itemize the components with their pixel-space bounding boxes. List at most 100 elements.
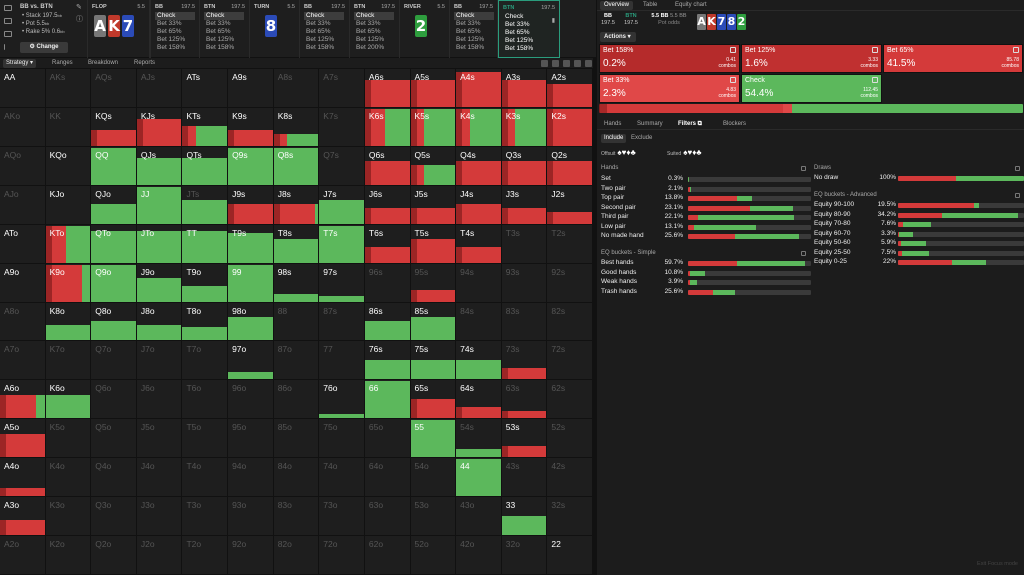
hand-cell[interactable]: 94o bbox=[228, 458, 274, 498]
action-option[interactable]: Bet 33% bbox=[356, 20, 381, 27]
actions-dropdown[interactable]: Actions ▾ bbox=[600, 32, 636, 42]
hand-cell[interactable]: 43o bbox=[456, 497, 502, 537]
hand-cell[interactable]: QJo bbox=[91, 185, 137, 225]
hand-cell[interactable]: 22 bbox=[547, 536, 593, 575]
hand-cell[interactable]: 83s bbox=[501, 302, 548, 342]
action-box[interactable]: Bet 158% 0.2% 0.41 combos bbox=[599, 44, 740, 73]
action-option[interactable]: Bet 33% bbox=[505, 21, 530, 28]
action-option[interactable]: Bet 125% bbox=[456, 36, 485, 43]
action-option[interactable]: Bet 33% bbox=[456, 20, 481, 27]
hand-cell[interactable]: 94s bbox=[456, 263, 502, 303]
action-box[interactable]: Bet 33% 2.3% 4.83 combos bbox=[599, 74, 740, 103]
tab-summary[interactable]: Summary bbox=[637, 121, 663, 127]
hand-cell[interactable]: JJ bbox=[136, 185, 183, 225]
list-icon[interactable] bbox=[574, 60, 581, 67]
hand-cell[interactable]: Q6s bbox=[364, 146, 411, 186]
hand-cell[interactable]: 77 bbox=[319, 341, 365, 381]
stat-row[interactable]: Trash hands 25.6% bbox=[601, 288, 811, 297]
hand-cell[interactable]: T6o bbox=[182, 380, 229, 420]
hand-cell[interactable]: 42s bbox=[547, 458, 593, 498]
hand-cell[interactable]: 83o bbox=[273, 497, 320, 537]
tab-filters[interactable]: Filters ⧉ bbox=[678, 121, 702, 127]
hand-cell[interactable]: T5s bbox=[410, 224, 457, 264]
stat-row[interactable]: Equity 60-70 3.3% bbox=[814, 230, 1024, 239]
hand-cell[interactable]: 64s bbox=[456, 380, 502, 420]
hand-cell[interactable]: 32o bbox=[501, 536, 548, 575]
hand-cell[interactable]: 87o bbox=[273, 341, 320, 381]
hand-cell[interactable]: T4o bbox=[182, 458, 229, 498]
tab-overview[interactable]: Overview bbox=[600, 1, 634, 10]
hand-cell[interactable]: 82s bbox=[547, 302, 593, 342]
hand-cell[interactable]: Q8s bbox=[273, 146, 320, 186]
action-menu-icon[interactable] bbox=[1013, 47, 1019, 53]
hand-cell[interactable]: T5o bbox=[182, 419, 229, 459]
stat-row[interactable]: Equity 80-90 34.2% bbox=[814, 211, 1024, 220]
text-cursor-icon[interactable] bbox=[4, 44, 12, 50]
hand-cell[interactable]: A2s bbox=[547, 69, 593, 108]
hand-cell[interactable]: Q7s bbox=[319, 146, 365, 186]
hand-cell[interactable]: J9s bbox=[228, 185, 274, 225]
hand-cell[interactable]: K8o bbox=[45, 302, 92, 342]
hand-cell[interactable]: 66 bbox=[364, 380, 411, 420]
action-option[interactable]: Check bbox=[505, 13, 524, 20]
hand-cell[interactable]: 33 bbox=[501, 497, 548, 537]
hand-cell[interactable]: J3o bbox=[136, 497, 183, 537]
stat-row[interactable]: Set 0.3% bbox=[601, 175, 811, 184]
hand-cell[interactable]: 65o bbox=[364, 419, 411, 459]
hand-cell[interactable]: AJs bbox=[136, 69, 183, 108]
hand-cell[interactable]: A9s bbox=[228, 69, 274, 108]
offsuit-filter[interactable]: Offsuit ♠♥♦♣ bbox=[601, 148, 636, 157]
action-menu-icon[interactable] bbox=[872, 47, 878, 53]
hand-cell[interactable]: TT bbox=[182, 224, 229, 264]
stat-row[interactable]: Equity 90-100 19.5% bbox=[814, 201, 1024, 210]
exit-focus-link[interactable]: Exit Focus mode bbox=[977, 561, 1018, 567]
stat-row[interactable]: Good hands 10.8% bbox=[601, 269, 811, 278]
stat-row[interactable]: Best hands 59.7% bbox=[601, 259, 811, 268]
player-column-bb[interactable]: BB 197.5 Check Bet 33% Bet 65% Bet 125% Bet 15… bbox=[450, 0, 498, 58]
hand-cell[interactable]: A3s bbox=[501, 69, 548, 108]
grid-icon[interactable] bbox=[563, 60, 570, 67]
hand-cell[interactable]: Q2o bbox=[91, 536, 137, 575]
action-box[interactable]: Bet 65% 41.5% 85.78 combos bbox=[883, 44, 1023, 73]
hand-cell[interactable]: T4s bbox=[456, 224, 502, 264]
hand-cell[interactable]: K5s bbox=[410, 107, 457, 147]
hand-cell[interactable]: Q4o bbox=[91, 458, 137, 498]
hand-cell[interactable]: AKs bbox=[45, 69, 92, 108]
hand-cell[interactable]: T3s bbox=[501, 224, 548, 264]
action-option[interactable]: Bet 65% bbox=[157, 28, 182, 35]
hand-cell[interactable]: Q5o bbox=[91, 419, 137, 459]
hand-cell[interactable]: 87s bbox=[319, 302, 365, 342]
action-option[interactable]: Check bbox=[304, 12, 344, 20]
hand-cell[interactable]: 52s bbox=[547, 419, 593, 459]
hand-cell[interactable]: KJo bbox=[45, 185, 92, 225]
hand-cell[interactable]: J7s bbox=[319, 185, 365, 225]
hand-cell[interactable]: K5o bbox=[45, 419, 92, 459]
hand-cell[interactable]: 95s bbox=[410, 263, 457, 303]
stat-row[interactable]: Two pair 2.1% bbox=[601, 185, 811, 194]
hand-cell[interactable]: K8s bbox=[273, 107, 320, 147]
hand-cell[interactable]: 73s bbox=[501, 341, 548, 381]
action-option[interactable]: Check bbox=[204, 12, 244, 20]
hand-cell[interactable]: 76s bbox=[364, 341, 411, 381]
hand-cell[interactable]: QTs bbox=[182, 146, 229, 186]
hand-cell[interactable]: 54o bbox=[410, 458, 457, 498]
edit-icon[interactable]: ✎ bbox=[76, 4, 82, 11]
hand-cell[interactable]: K4o bbox=[45, 458, 92, 498]
compact-icon[interactable] bbox=[585, 60, 592, 67]
stat-row[interactable]: Second pair 23.1% bbox=[601, 204, 811, 213]
hand-cell[interactable]: Q7o bbox=[91, 341, 137, 381]
hand-cell[interactable]: 63o bbox=[364, 497, 411, 537]
action-option[interactable]: Bet 200% bbox=[356, 44, 385, 51]
hand-cell[interactable]: T2s bbox=[547, 224, 593, 264]
hand-cell[interactable]: T9o bbox=[182, 263, 229, 303]
hand-cell[interactable]: K4s bbox=[456, 107, 502, 147]
hand-cell[interactable]: K2o bbox=[45, 536, 92, 575]
action-option[interactable]: Bet 158% bbox=[505, 45, 534, 52]
hand-cell[interactable]: K6s bbox=[364, 107, 411, 147]
hand-cell[interactable]: AKo bbox=[0, 107, 46, 147]
hand-cell[interactable]: 54s bbox=[456, 419, 502, 459]
player-column-bb[interactable]: BB 197.5 Check Bet 33% Bet 65% Bet 125% Bet 15… bbox=[300, 0, 350, 58]
tab-reports[interactable]: Reports bbox=[134, 60, 156, 66]
hand-cell[interactable]: 65s bbox=[410, 380, 457, 420]
hand-cell[interactable]: J5o bbox=[136, 419, 183, 459]
